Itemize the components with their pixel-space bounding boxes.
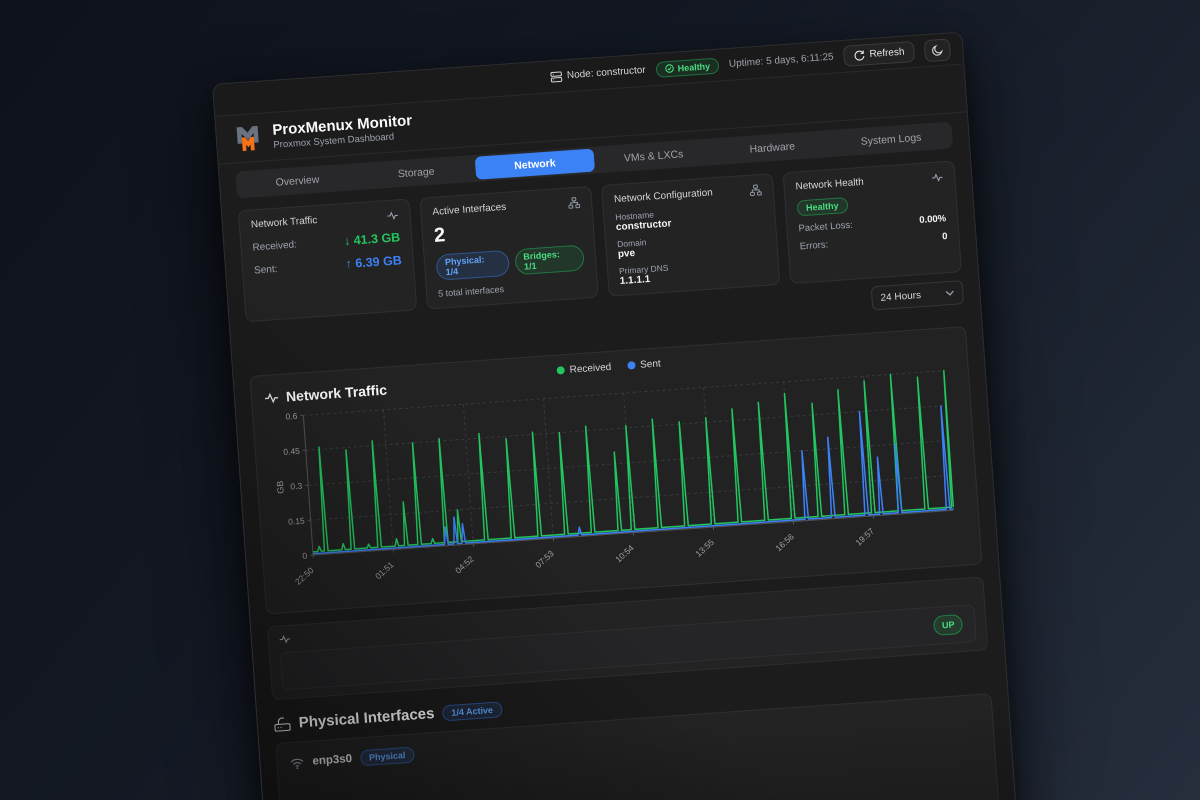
check-circle-icon xyxy=(664,64,674,73)
packet-loss-label: Packet Loss: xyxy=(798,219,854,235)
interface-name: enp3s0 xyxy=(312,752,353,768)
tab-hardware[interactable]: Hardware xyxy=(749,139,796,156)
network-configuration-card: Network Configuration Hostname construct… xyxy=(601,173,781,297)
interface-row-enp3s0[interactable]: enp3s0 Physical xyxy=(289,707,980,771)
received-label: Received: xyxy=(252,238,298,254)
legend-sent: Sent xyxy=(626,358,661,371)
network-icon xyxy=(568,197,581,209)
tab-overview[interactable]: Overview xyxy=(275,173,320,189)
legend-received: Received xyxy=(556,362,612,377)
theme-toggle-button[interactable] xyxy=(923,37,952,62)
router-icon xyxy=(274,717,291,732)
physical-interfaces-card: enp3s0 Physical xyxy=(275,693,1000,800)
physical-interfaces-header: Physical Interfaces 1/4 Active xyxy=(273,666,990,733)
activity-icon xyxy=(387,211,398,220)
active-interfaces-card-title: Active Interfaces xyxy=(432,201,507,218)
sent-value: ↑ 6.39 GB xyxy=(345,253,403,272)
node-label: Node: constructor xyxy=(566,64,647,82)
time-range-value: 24 Hours xyxy=(880,289,922,304)
svg-text:04:52: 04:52 xyxy=(453,554,476,576)
activity-icon xyxy=(264,392,279,404)
logo-m-icon xyxy=(236,125,259,151)
chart-title: Network Traffic xyxy=(285,381,388,405)
bridges-count-badge: Bridges: 1/1 xyxy=(513,244,585,276)
network-traffic-card-title: Network Traffic xyxy=(250,215,318,231)
chart-header: Network Traffic Received Sent xyxy=(263,338,955,410)
svg-text:0.6: 0.6 xyxy=(285,411,298,422)
svg-text:07:53: 07:53 xyxy=(533,548,556,570)
interface-type-badge: Physical xyxy=(359,746,415,767)
svg-text:01:51: 01:51 xyxy=(373,559,396,581)
network-traffic-card: Network Traffic Received: ↓ 41.3 GB Sent… xyxy=(237,198,418,323)
topbar: Node: constructor Healthy Uptime: 5 days… xyxy=(213,32,964,117)
errors-value: 0 xyxy=(941,231,948,243)
tab-vms-lxcs[interactable]: VMs & LXCs xyxy=(623,147,684,164)
app-titles: ProxMenux Monitor Proxmox System Dashboa… xyxy=(272,113,414,151)
server-icon xyxy=(550,70,562,83)
moon-icon xyxy=(932,44,943,56)
chart-legend: Received Sent xyxy=(556,358,661,376)
svg-text:0: 0 xyxy=(302,551,308,561)
network-traffic-chart-card: Network Traffic Received Sent 0 0.15 0.3 0.… xyxy=(249,326,983,615)
refresh-button[interactable]: Refresh xyxy=(842,40,916,67)
active-interfaces-count: 2 xyxy=(433,224,447,247)
time-range-select[interactable]: 24 Hours xyxy=(870,280,965,311)
svg-text:19:57: 19:57 xyxy=(853,526,876,548)
received-dot xyxy=(556,366,565,375)
physical-count-badge: Physical: 1/4 xyxy=(435,249,510,281)
svg-text:0.3: 0.3 xyxy=(290,481,303,492)
activity-icon xyxy=(279,635,291,644)
active-count-badge: 1/4 Active xyxy=(441,700,503,721)
node-info: Node: constructor xyxy=(550,64,647,83)
svg-text:13:55: 13:55 xyxy=(693,537,716,559)
traffic-chart: 0 0.15 0.3 0.45 0.6 22:50 01:51 04:52 07:53 10:54… xyxy=(275,369,955,587)
total-interfaces-label: 5 total interfaces xyxy=(437,284,505,299)
svg-text:0.45: 0.45 xyxy=(283,446,300,457)
physical-interfaces-title: Physical Interfaces xyxy=(298,705,435,732)
tab-network[interactable]: Network xyxy=(474,148,596,180)
time-range-row: 24 Hours xyxy=(246,280,965,354)
network-health-card: Network Health Healthy Packet Loss: 0.00… xyxy=(782,160,962,285)
network-configuration-card-title: Network Configuration xyxy=(613,187,714,206)
health-status-badge: Healthy xyxy=(796,196,849,217)
app-header: ProxMenux Monitor Proxmox System Dashboa… xyxy=(215,64,967,165)
interface-status-card: UP xyxy=(266,576,989,701)
svg-text:GB: GB xyxy=(275,480,286,494)
errors-label: Errors: xyxy=(799,239,829,253)
sent-dot xyxy=(626,361,636,370)
network-health-card-title: Network Health xyxy=(795,176,865,193)
tab-storage[interactable]: Storage xyxy=(397,165,435,180)
sent-label: Sent: xyxy=(253,263,278,277)
svg-text:22:50: 22:50 xyxy=(293,565,316,587)
proxmenux-logo xyxy=(232,122,264,154)
summary-cards: Network Traffic Received: ↓ 41.3 GB Sent… xyxy=(237,160,962,323)
network-tree-icon xyxy=(750,184,762,196)
refresh-icon xyxy=(854,50,865,61)
uptime-label: Uptime: 5 days, 6:11:25 xyxy=(728,51,835,70)
svg-text:10:54: 10:54 xyxy=(613,543,636,565)
dashboard-window: Node: constructor Healthy Uptime: 5 days… xyxy=(212,31,1023,800)
svg-text:0.15: 0.15 xyxy=(288,516,305,527)
tab-system-logs[interactable]: System Logs xyxy=(860,131,922,148)
main-content: Overview Storage Network VMs & LXCs Hard… xyxy=(219,112,1017,800)
health-badge: Healthy xyxy=(655,57,720,78)
wifi-icon xyxy=(290,758,304,769)
chevron-down-icon xyxy=(945,290,954,296)
active-interfaces-card: Active Interfaces 2 Physical: 1/4 Bridge… xyxy=(419,185,599,310)
svg-text:16:56: 16:56 xyxy=(773,531,796,553)
up-status-badge: UP xyxy=(933,613,964,636)
packet-loss-value: 0.00% xyxy=(918,213,947,226)
activity-icon xyxy=(932,173,943,182)
received-value: ↓ 41.3 GB xyxy=(343,230,401,249)
